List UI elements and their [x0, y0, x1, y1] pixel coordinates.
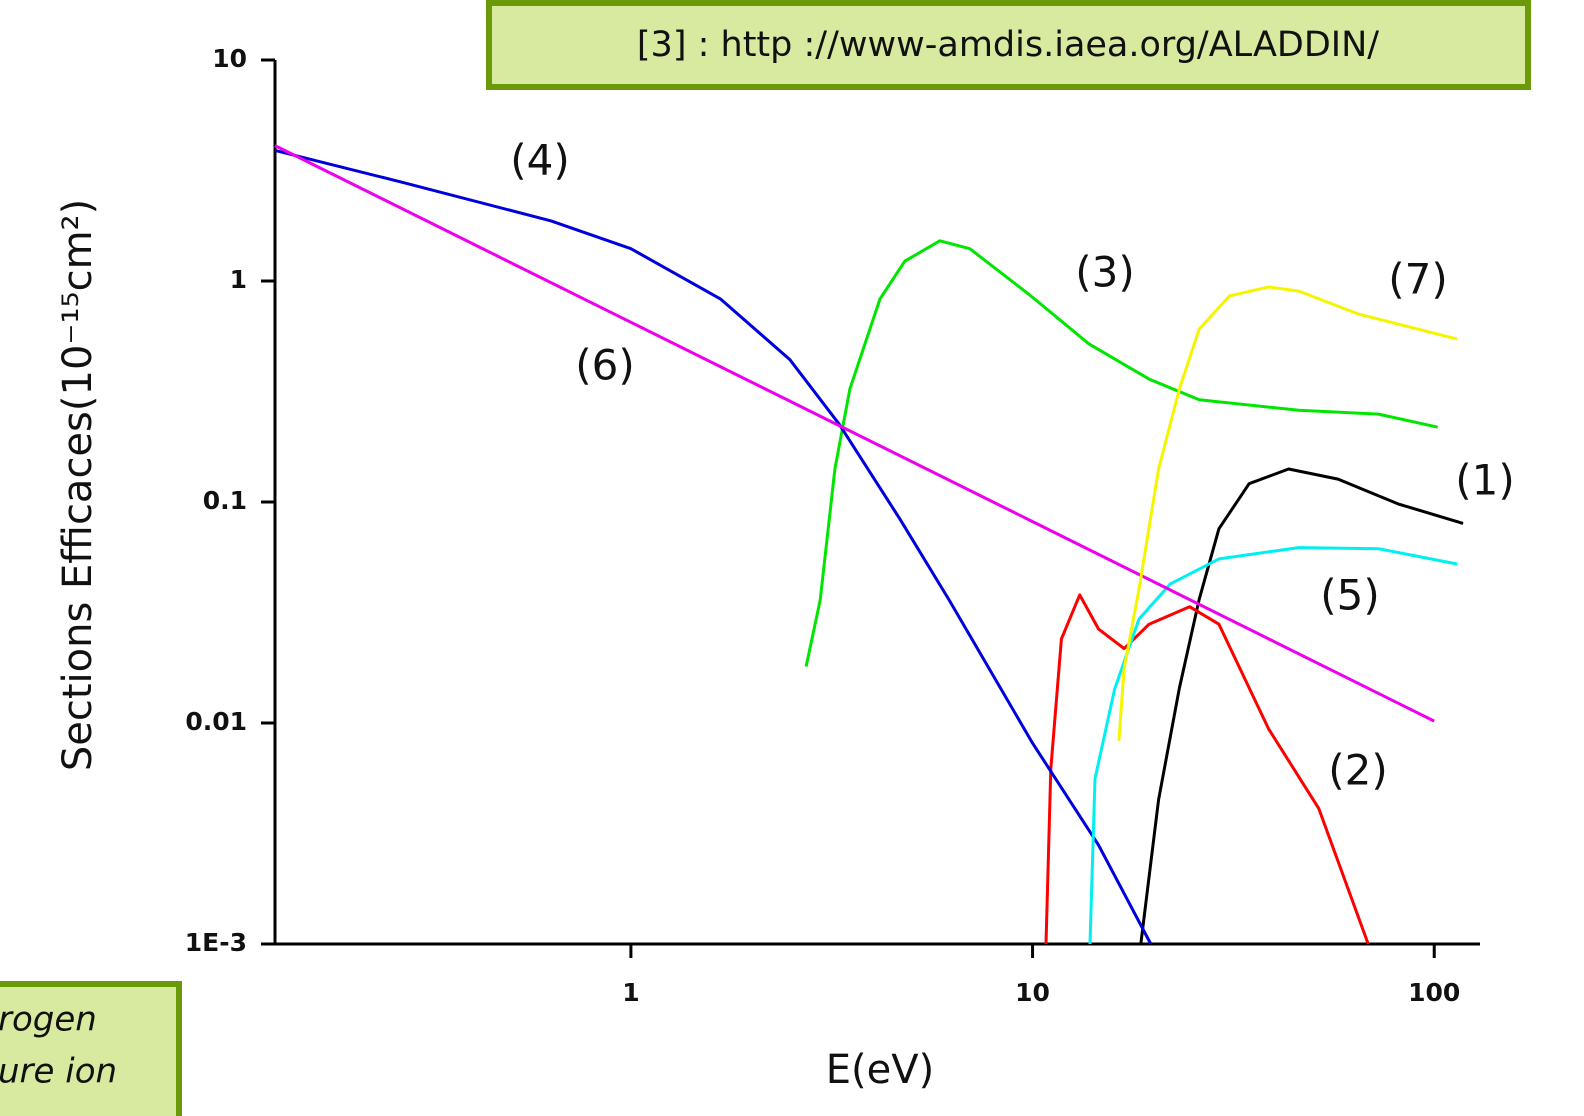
y-tick-label: 0.01	[185, 707, 247, 736]
series-label: (5)	[1320, 571, 1380, 620]
y-tick-label: 1	[230, 265, 247, 294]
y-tick-label: 10	[212, 44, 247, 73]
series-label: (1)	[1455, 456, 1515, 505]
series-line	[1139, 467, 1464, 945]
series-line	[1117, 285, 1458, 742]
side-note: ure ion	[0, 1052, 117, 1092]
series-line	[274, 148, 1153, 945]
x-tick-label: 100	[1408, 978, 1460, 1007]
series-line	[1044, 593, 1370, 945]
series-line	[804, 239, 1439, 667]
side-note: rogen	[0, 1000, 97, 1040]
x-axis-label: E(eV)	[826, 1047, 934, 1093]
series-line	[274, 144, 1435, 723]
source-box	[486, 0, 1531, 90]
series-line	[1088, 546, 1458, 945]
y-axis-label: Sections Efficaces(10⁻¹⁵cm²)	[55, 199, 101, 771]
source-note: [3] : http ://www-amdis.iaea.org/ALADDIN…	[637, 25, 1379, 65]
side-box	[0, 981, 182, 1116]
series-label: (3)	[1075, 248, 1135, 297]
x-tick-label: 10	[1015, 978, 1050, 1007]
series-label: (4)	[510, 136, 570, 185]
x-tick-label: 1	[622, 978, 639, 1007]
series-label: (7)	[1388, 255, 1448, 304]
series-label: (6)	[575, 341, 635, 390]
series-label: (2)	[1328, 746, 1388, 795]
y-tick-label: 0.1	[203, 486, 247, 515]
y-tick-label: 1E-3	[185, 928, 247, 957]
